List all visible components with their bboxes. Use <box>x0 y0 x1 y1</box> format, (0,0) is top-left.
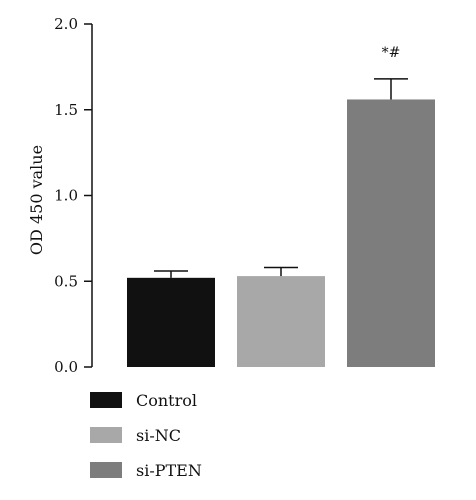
bar <box>347 99 435 368</box>
legend-item: si-PTEN <box>90 460 202 480</box>
y-tick-label: 2.0 <box>54 15 78 33</box>
bar-chart: 0.0 0.5 1.0 1.5 2.0 *# OD 450 value <box>27 15 435 376</box>
error-bars <box>154 78 408 278</box>
bar <box>237 276 325 367</box>
legend-item: si-NC <box>90 425 181 445</box>
bar <box>127 277 215 367</box>
y-axis: 0.0 0.5 1.0 1.5 2.0 <box>54 15 93 376</box>
legend-swatch <box>90 427 122 443</box>
y-tick-label: 1.5 <box>54 101 78 119</box>
legend-item: Control <box>90 390 197 410</box>
legend-label: si-NC <box>136 425 181 445</box>
legend-swatch <box>90 392 122 408</box>
y-axis-title: OD 450 value <box>27 145 46 255</box>
y-tick-label: 1.0 <box>54 187 78 205</box>
annotations: *# <box>382 45 401 61</box>
bars <box>127 99 435 368</box>
legend-swatch <box>90 462 122 478</box>
legend-label: si-PTEN <box>136 460 202 480</box>
y-tick-label: 0.5 <box>54 272 78 290</box>
significance-annotation: *# <box>382 45 401 61</box>
legend-label: Control <box>136 390 198 410</box>
y-tick-label: 0.0 <box>54 358 78 376</box>
